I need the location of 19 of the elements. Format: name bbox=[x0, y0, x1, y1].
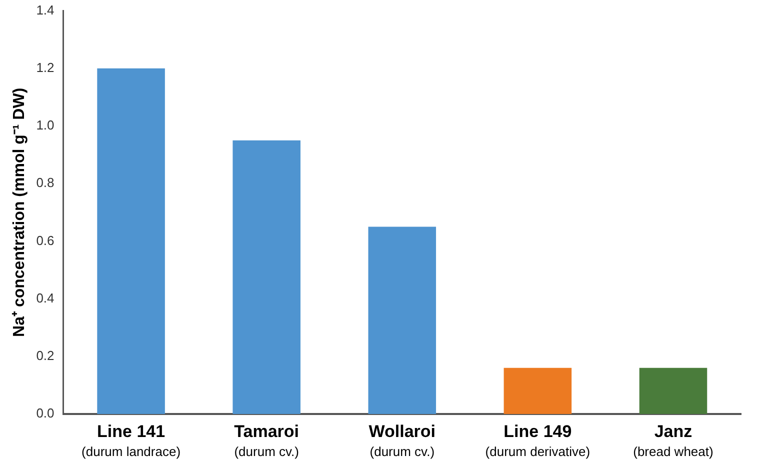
bar bbox=[368, 226, 436, 414]
bar bbox=[232, 140, 300, 414]
x-tick-label: Janz (bread wheat) bbox=[633, 422, 714, 460]
y-tick-label: 1.0 bbox=[36, 118, 54, 133]
x-tick-label: Tamaroi (durum cv.) bbox=[234, 422, 300, 460]
bar bbox=[639, 368, 708, 414]
x-tick-label: Wollaroi (durum cv.) bbox=[368, 422, 436, 460]
y-tick-label: 0.8 bbox=[36, 175, 54, 190]
y-tick-label: 0.6 bbox=[36, 232, 54, 248]
x-tick-label: Line 149 (durum derivative) bbox=[485, 422, 590, 460]
y-tick-label: 1.4 bbox=[36, 2, 54, 18]
y-axis-title: Na⁺ concentration (mmol g⁻¹ DW) bbox=[11, 88, 28, 337]
y-tick-label: 0.0 bbox=[36, 406, 54, 421]
y-tick-label: 0.2 bbox=[36, 348, 54, 363]
y-tick-label: 1.2 bbox=[36, 60, 54, 75]
bar bbox=[504, 368, 572, 414]
y-tick-label: 0.4 bbox=[36, 290, 54, 306]
bar bbox=[97, 68, 165, 414]
x-tick-label: Line 141 (durum landrace) bbox=[82, 422, 181, 460]
